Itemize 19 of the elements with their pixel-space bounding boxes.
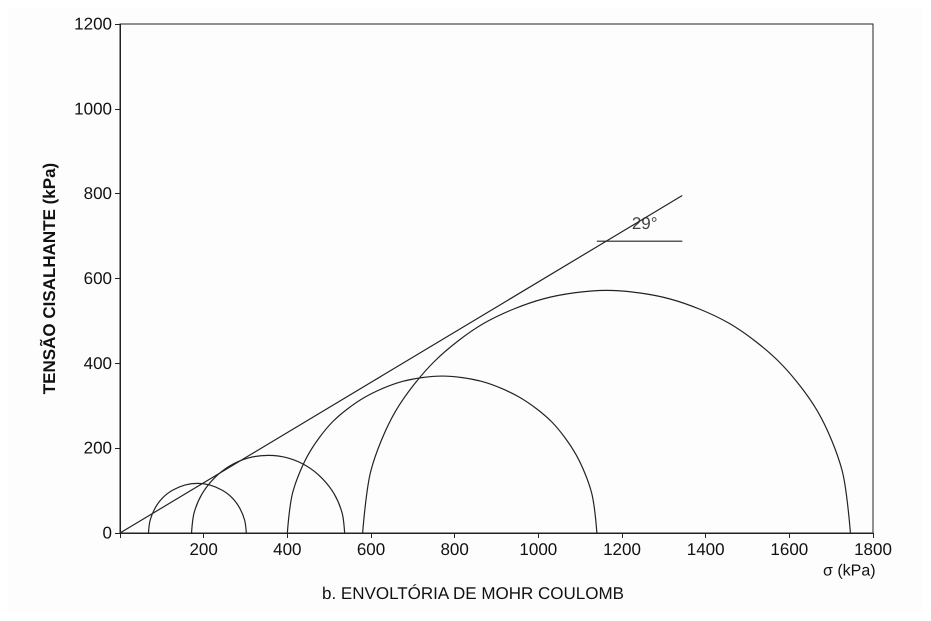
x-tick-label: 200 [189, 540, 218, 559]
x-tick-label: 400 [273, 540, 302, 559]
y-tick-label: 600 [84, 269, 112, 288]
x-tick-label: 1000 [519, 540, 558, 559]
x-tick-label: 1400 [686, 540, 725, 559]
x-axis-title: σ (kPa) [823, 562, 876, 580]
y-axis-title: TENSÃO CISALHANTE (kPa) [39, 162, 59, 394]
y-tick-label: 800 [84, 184, 112, 204]
x-tick-label: 600 [356, 540, 386, 559]
y-tick-label: 400 [84, 354, 112, 373]
x-tick-label: 1200 [603, 540, 641, 559]
y-tick-label: 1200 [74, 14, 112, 34]
y-tick-label: 200 [84, 438, 112, 458]
text: b. ENVOLTÓRIA DE MOHR COULOMB [322, 584, 624, 603]
y-tick-label: 0 [102, 524, 112, 542]
x-tick-label: 1600 [770, 540, 808, 559]
y-tick-label: 1000 [74, 99, 112, 118]
x-tick-label: 800 [440, 540, 469, 559]
x-tick-label: 1800 [854, 540, 892, 559]
